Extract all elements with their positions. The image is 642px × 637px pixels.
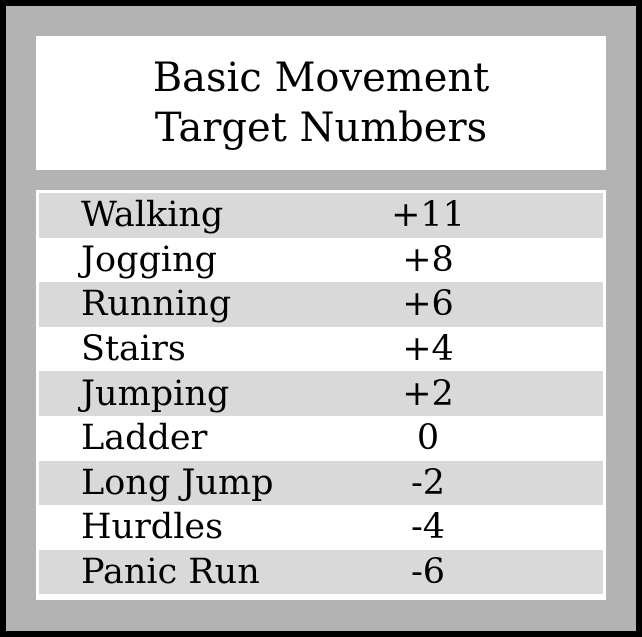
title-box: Basic Movement Target Numbers xyxy=(36,36,606,170)
table-row: Long Jump -2 xyxy=(39,460,603,506)
table-row: Walking +11 xyxy=(39,193,603,238)
target-numbers-table: Walking +11 Jogging +8 Running +6 Stairs… xyxy=(36,190,606,600)
table-row: Stairs +4 xyxy=(39,327,603,372)
row-label: Ladder xyxy=(81,418,208,459)
card-panel: Basic Movement Target Numbers Walking +1… xyxy=(6,6,636,631)
row-value: +6 xyxy=(402,284,454,325)
row-label: Jogging xyxy=(81,239,218,280)
row-label: Hurdles xyxy=(81,507,224,548)
table-row: Running +6 xyxy=(39,282,603,327)
row-value: 0 xyxy=(416,418,440,459)
table-row: Panic Run -6 xyxy=(39,549,603,595)
row-value: +2 xyxy=(402,373,454,414)
row-value: +11 xyxy=(391,195,465,236)
row-label: Long Jump xyxy=(81,462,274,503)
row-value: -2 xyxy=(410,462,446,503)
row-value: -4 xyxy=(410,507,446,548)
row-label: Panic Run xyxy=(81,552,260,593)
title-line-2: Target Numbers xyxy=(154,105,488,151)
table-row: Ladder 0 xyxy=(39,416,603,461)
row-value: +4 xyxy=(402,329,454,370)
row-value: -6 xyxy=(410,552,446,593)
row-label: Running xyxy=(81,284,232,325)
row-label: Walking xyxy=(81,195,224,236)
table-row: Jumping +2 xyxy=(39,371,603,416)
row-label: Jumping xyxy=(81,373,230,414)
row-value: +8 xyxy=(402,239,454,280)
table-row: Hurdles -4 xyxy=(39,505,603,550)
table-row: Jogging +8 xyxy=(39,238,603,283)
row-label: Stairs xyxy=(81,329,186,370)
title-line-1: Basic Movement xyxy=(152,55,490,101)
